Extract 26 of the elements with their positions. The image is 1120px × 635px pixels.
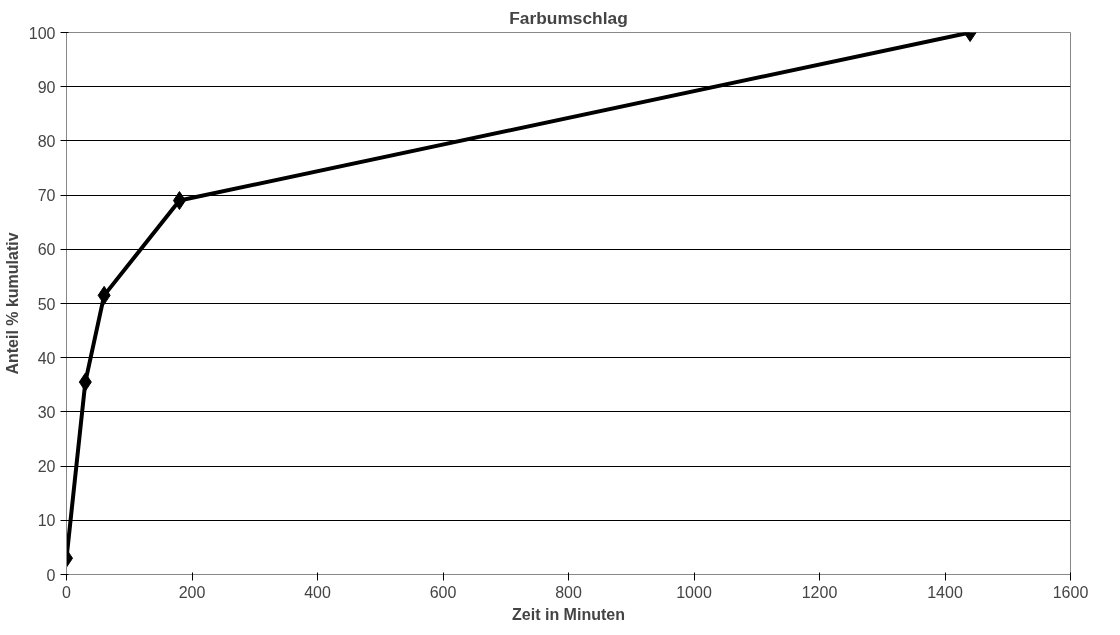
y-tick-label: 80 — [37, 132, 56, 150]
y-tick-label: 90 — [37, 78, 56, 96]
y-tick-label: 10 — [37, 512, 56, 530]
y-tick-label: 60 — [37, 241, 56, 259]
y-tick-label: 30 — [37, 403, 56, 421]
x-tick-label: 1200 — [801, 583, 838, 601]
y-tick-label: 0 — [46, 566, 56, 584]
x-axis-title: Zeit in Minuten — [512, 605, 625, 623]
y-tick-label: 100 — [28, 24, 56, 42]
y-tick-label: 50 — [37, 295, 56, 313]
point — [97, 285, 111, 305]
y-tick-label: 40 — [37, 349, 56, 367]
y-tick-label: 70 — [37, 187, 56, 205]
x-tick-label: 1400 — [927, 583, 963, 601]
x-tick-label: 200 — [178, 583, 206, 601]
x-tick-label: 400 — [304, 583, 331, 601]
y-axis-title: Anteil % kumulativ — [3, 232, 21, 375]
x-tick-label: 0 — [62, 583, 72, 601]
point — [78, 372, 92, 392]
y-tick-label: 20 — [37, 458, 56, 476]
x-tick-label: 1000 — [676, 583, 712, 601]
chart-title: Farbumschlag — [509, 7, 628, 28]
x-tick-label: 600 — [429, 583, 457, 601]
x-tick-label: 1600 — [1052, 583, 1089, 601]
point — [172, 191, 186, 211]
x-tick-label: 800 — [555, 583, 582, 601]
